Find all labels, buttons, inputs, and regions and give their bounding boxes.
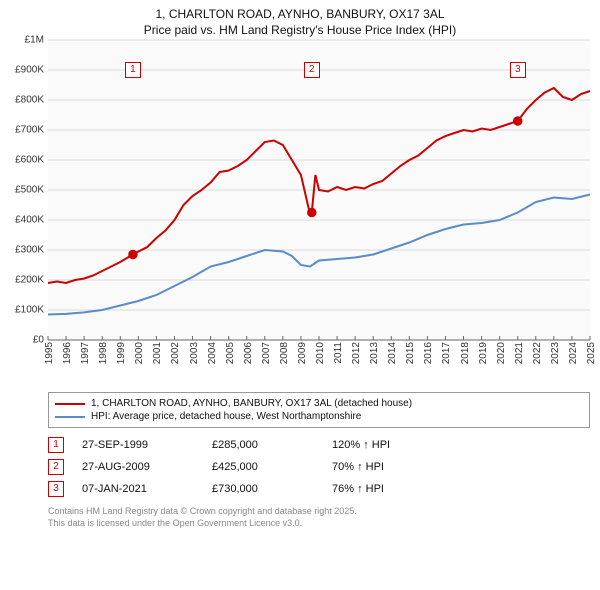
plot-svg <box>48 40 590 340</box>
footer-attribution: Contains HM Land Registry data © Crown c… <box>48 506 590 529</box>
x-axis-label: 2015 <box>405 342 416 364</box>
y-axis-label: £300K <box>15 245 48 256</box>
event-price: £730,000 <box>212 483 332 495</box>
title-line-1: 1, CHARLTON ROAD, AYNHO, BANBURY, OX17 3… <box>156 7 445 21</box>
title-line-2: Price paid vs. HM Land Registry's House … <box>144 23 456 37</box>
x-axis-label: 1995 <box>44 342 55 364</box>
event-price: £425,000 <box>212 461 332 473</box>
x-axis-label: 2018 <box>460 342 471 364</box>
plot-area: £0£100K£200K£300K£400K£500K£600K£700K£80… <box>48 40 590 340</box>
event-date: 07-JAN-2021 <box>82 483 212 495</box>
event-hpi: 76% ↑ HPI <box>332 483 590 495</box>
x-axis-label: 2017 <box>441 342 452 364</box>
y-axis-label: £700K <box>15 125 48 136</box>
y-axis-label: £500K <box>15 185 48 196</box>
y-axis-label: £400K <box>15 215 48 226</box>
footer-line-1: Contains HM Land Registry data © Crown c… <box>48 506 357 516</box>
event-row: 1 27-SEP-1999£285,000120% ↑ HPI <box>48 434 590 456</box>
event-number-box: 3 <box>48 481 64 497</box>
event-table: 1 27-SEP-1999£285,000120% ↑ HPI 2 27-AUG-20… <box>48 434 590 500</box>
event-row: 2 27-AUG-2009£425,00070% ↑ HPI <box>48 456 590 478</box>
x-axis-label: 2002 <box>170 342 181 364</box>
y-axis-label: £900K <box>15 65 48 76</box>
x-axis-label: 2007 <box>261 342 272 364</box>
event-number-box: 1 <box>48 437 64 453</box>
legend-item: HPI: Average price, detached house, West… <box>55 410 583 423</box>
event-hpi: 70% ↑ HPI <box>332 461 590 473</box>
x-axis-label: 1997 <box>80 342 91 364</box>
x-axis-label: 2013 <box>369 342 380 364</box>
x-axis-label: 2014 <box>387 342 398 364</box>
y-axis-label: £1M <box>25 35 48 46</box>
x-axis-label: 2021 <box>514 342 525 364</box>
x-axis-label: 2020 <box>496 342 507 364</box>
x-axis-label: 2012 <box>351 342 362 364</box>
x-axis-label: 2009 <box>297 342 308 364</box>
x-axis-label: 2011 <box>333 342 344 364</box>
chart-container: 1, CHARLTON ROAD, AYNHO, BANBURY, OX17 3… <box>0 0 600 530</box>
event-marker-box: 2 <box>304 62 320 78</box>
x-axis-label: 2016 <box>423 342 434 364</box>
event-row: 3 07-JAN-2021£730,00076% ↑ HPI <box>48 478 590 500</box>
event-marker-box: 1 <box>125 62 141 78</box>
event-marker-dot <box>514 117 522 125</box>
x-axis-label: 2000 <box>134 342 145 364</box>
legend-label: 1, CHARLTON ROAD, AYNHO, BANBURY, OX17 3… <box>91 398 412 409</box>
legend-swatch <box>55 403 85 405</box>
x-axis-label: 2005 <box>225 342 236 364</box>
y-axis-label: £200K <box>15 275 48 286</box>
x-axis-label: 2010 <box>315 342 326 364</box>
x-axis-label: 2003 <box>189 342 200 364</box>
y-axis-label: £600K <box>15 155 48 166</box>
x-axis-label: 2001 <box>152 342 163 364</box>
chart-title: 1, CHARLTON ROAD, AYNHO, BANBURY, OX17 3… <box>0 0 600 40</box>
legend-swatch <box>55 416 85 418</box>
x-axis-label: 2019 <box>478 342 489 364</box>
legend-item: 1, CHARLTON ROAD, AYNHO, BANBURY, OX17 3… <box>55 397 583 410</box>
event-price: £285,000 <box>212 439 332 451</box>
x-axis-label: 1999 <box>116 342 127 364</box>
event-date: 27-AUG-2009 <box>82 461 212 473</box>
x-axis-label: 2004 <box>207 342 218 364</box>
y-axis-label: £800K <box>15 95 48 106</box>
event-marker-dot <box>308 209 316 217</box>
x-axis-label: 2008 <box>279 342 290 364</box>
legend: 1, CHARLTON ROAD, AYNHO, BANBURY, OX17 3… <box>48 392 590 428</box>
legend-label: HPI: Average price, detached house, West… <box>91 411 361 422</box>
event-date: 27-SEP-1999 <box>82 439 212 451</box>
x-axis-label: 2025 <box>586 342 597 364</box>
x-axis-label: 2024 <box>568 342 579 364</box>
x-axis-label: 2022 <box>532 342 543 364</box>
x-axis-label: 1996 <box>62 342 73 364</box>
event-hpi: 120% ↑ HPI <box>332 439 590 451</box>
x-axis-label: 1998 <box>98 342 109 364</box>
event-number-box: 2 <box>48 459 64 475</box>
footer-line-2: This data is licensed under the Open Gov… <box>48 518 302 528</box>
event-marker-box: 3 <box>510 62 526 78</box>
x-axis-label: 2023 <box>550 342 561 364</box>
y-axis-label: £100K <box>15 305 48 316</box>
x-axis-labels: 1995199619971998199920002001200220032004… <box>48 340 590 386</box>
event-marker-dot <box>129 251 137 259</box>
x-axis-label: 2006 <box>243 342 254 364</box>
